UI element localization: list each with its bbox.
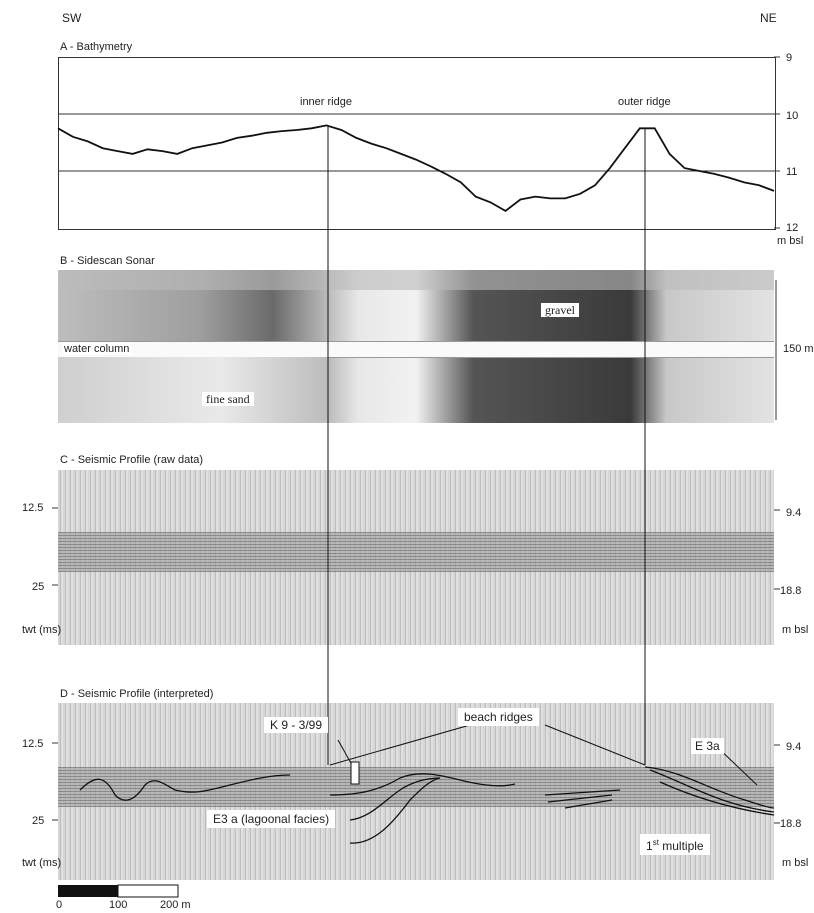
- multiple-number: 1: [646, 839, 653, 853]
- first-multiple-label: 1st multiple: [640, 834, 710, 855]
- seismic-tick-marks: [52, 508, 780, 823]
- horizon-left-wave: [80, 775, 290, 800]
- scale-tick-label: 200 m: [160, 899, 191, 911]
- bathy-tick-marks: [774, 57, 780, 228]
- interpretation-horizons: [80, 767, 774, 843]
- beach-leader-left: [330, 725, 470, 765]
- scale-bar-white: [118, 885, 178, 897]
- scale-bar-black: [58, 885, 118, 897]
- horizon-lagoonal-3: [350, 778, 440, 843]
- ridge-guide-lines: [328, 125, 645, 765]
- bathy-gridlines: [58, 114, 774, 171]
- core-leader: [338, 740, 352, 765]
- e3a-right-label: E 3a: [691, 738, 724, 754]
- core-marker: [351, 762, 359, 784]
- horizon-right-2: [650, 770, 774, 812]
- bathymetry-series-line: [58, 125, 774, 210]
- core-label: K 9 - 3/99: [264, 717, 328, 733]
- beach-ridges-label: beach ridges: [458, 708, 539, 726]
- scale-bar: [58, 885, 178, 897]
- annotation-leaders: [330, 725, 757, 785]
- scale-tick-label: 100: [109, 899, 127, 911]
- beach-leader-right: [545, 725, 645, 765]
- horizon-right-1: [645, 767, 774, 808]
- lagoonal-facies-label: E3 a (lagoonal facies): [207, 810, 335, 828]
- horizon-mid-lenses: [545, 790, 620, 808]
- multiple-text: multiple: [659, 839, 704, 853]
- scale-tick-label: 0: [56, 899, 62, 911]
